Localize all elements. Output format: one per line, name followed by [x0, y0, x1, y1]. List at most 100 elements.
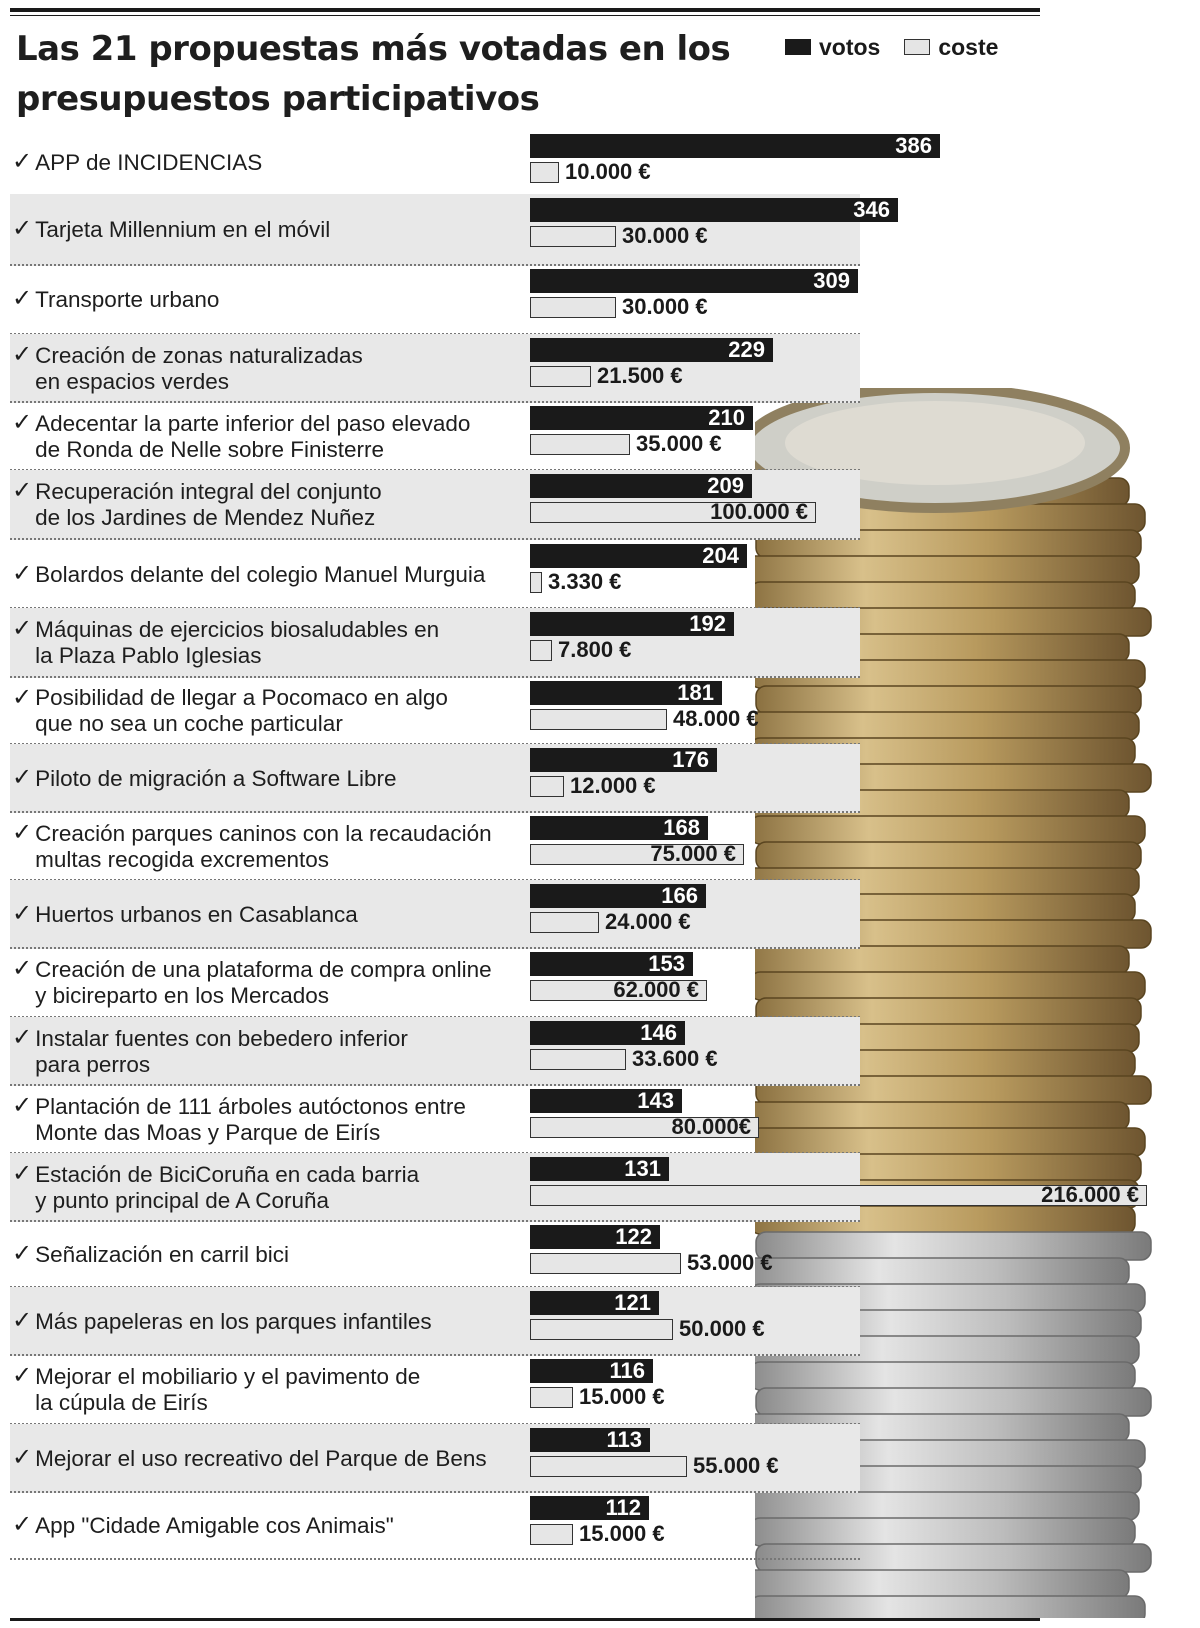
row-label: ✓ Mejorar el uso recreativo del Parque de… [12, 1424, 522, 1493]
votos-value-label: 153 [648, 951, 685, 976]
row-separator [10, 947, 860, 949]
checkmark-icon: ✓ [12, 763, 33, 791]
votos-value-label: 204 [702, 543, 739, 568]
votos-bar: 113 [530, 1428, 650, 1452]
row-label: ✓ Tarjeta Millennium en el móvil [12, 194, 522, 266]
coste-bar [530, 162, 559, 183]
row-label: ✓ Posibilidad de llegar a Pocomaco en alg… [12, 677, 522, 745]
coste-bar [530, 640, 552, 661]
chart-row: ✓ App "Cidade Amigable cos Animais" 112 15.… [10, 1492, 860, 1560]
row-label: ✓ App "Cidade Amigable cos Animais" [12, 1492, 522, 1560]
chart-row: ✓ Piloto de migración a Software Libre 176… [10, 744, 860, 813]
row-label: ✓ Mejorar el mobiliario y el pavimento de… [12, 1355, 522, 1425]
chart-row: ✓ Recuperación integral del conjunto de l… [10, 470, 860, 540]
row-label-text: App "Cidade Amigable cos Animais" [35, 1513, 394, 1538]
coste-value-label: 100.000 € [710, 499, 808, 524]
row-label-text: Recuperación integral del conjunto de lo… [35, 479, 382, 530]
coste-value-label: 15.000 € [579, 1384, 665, 1409]
chart-row: ✓ Señalización en carril bici 122 53.000 € [10, 1221, 860, 1288]
chart-row: ✓ Creación de zonas naturalizadas en espa… [10, 334, 860, 403]
votos-bar: 210 [530, 406, 753, 430]
bottom-rule [10, 1618, 1040, 1621]
coste-bar [530, 1387, 573, 1408]
votos-value-label: 116 [609, 1358, 646, 1383]
row-separator [10, 1558, 860, 1560]
checkmark-icon: ✓ [12, 559, 33, 587]
chart-row: ✓ Tarjeta Millennium en el móvil 346 30.000… [10, 194, 898, 266]
row-label-text: Creación parques caninos con la recaudac… [35, 820, 492, 872]
coste-bar [530, 1456, 687, 1477]
votos-bar: 166 [530, 884, 706, 908]
row-label-text: Creación de una plataforma de compra onl… [35, 957, 492, 1008]
votos-bar: 121 [530, 1291, 659, 1315]
chart-row: ✓ Transporte urbano 309 30.000 € [10, 265, 860, 335]
checkmark-icon: ✓ [12, 819, 33, 846]
checkmark-icon: ✓ [12, 1024, 33, 1051]
coste-value-label: 30.000 € [622, 294, 708, 319]
votos-value-label: 181 [677, 680, 714, 705]
votos-bar: 181 [530, 681, 722, 705]
checkmark-icon: ✓ [12, 285, 33, 312]
coste-value-label: 33.600 € [632, 1046, 718, 1071]
votos-value-label: 229 [728, 337, 765, 362]
coste-value-label: 80.000€ [671, 1114, 751, 1139]
votos-value-label: 112 [605, 1495, 642, 1520]
checkmark-icon: ✓ [12, 1362, 33, 1389]
votos-value-label: 210 [708, 405, 745, 430]
row-label-text: Mejorar el mobiliario y el pavimento de … [35, 1364, 421, 1415]
votos-value-label: 176 [672, 747, 709, 772]
coste-value-label: 30.000 € [622, 223, 708, 248]
row-label-text: Plantación de 111 árboles autóctonos ent… [35, 1093, 466, 1145]
row-separator [10, 538, 860, 540]
row-label-text: Más papeleras en los parques infantiles [35, 1308, 432, 1334]
votos-bar: 146 [530, 1021, 685, 1045]
chart-row: ✓ Creación de una plataforma de compra on… [10, 948, 860, 1018]
checkmark-icon: ✓ [12, 615, 33, 642]
coste-value-label: 7.800 € [558, 637, 632, 662]
row-label-text: Tarjeta Millennium en el móvil [35, 217, 331, 242]
votos-value-label: 146 [640, 1020, 677, 1045]
chart-row: ✓ Máquinas de ejercicios biosaludables en… [10, 608, 860, 678]
votos-bar: 204 [530, 544, 747, 568]
coste-bar [530, 1319, 673, 1340]
coste-bar [530, 776, 564, 797]
checkmark-icon: ✓ [12, 899, 33, 927]
row-label-text: Posibilidad de llegar a Pocomaco en algo… [35, 685, 448, 736]
votos-bar: 209 [530, 474, 752, 498]
chart-row: ✓ Adecentar la parte inferior del paso el… [10, 402, 860, 471]
votos-value-label: 346 [853, 197, 890, 222]
legend-swatch-votos [785, 39, 811, 55]
row-label: ✓ Transporte urbano [12, 265, 522, 335]
row-label: ✓ Creación de una plataforma de compra on… [12, 948, 522, 1018]
coste-bar [530, 1253, 681, 1274]
row-label-text: Mejorar el uso recreativo del Parque de … [35, 1445, 487, 1471]
row-label-text: Instalar fuentes con bebedero inferior p… [35, 1025, 408, 1077]
votos-bar: 122 [530, 1225, 660, 1249]
row-label: ✓ Huertos urbanos en Casablanca [12, 880, 522, 949]
votos-bar: 192 [530, 612, 734, 636]
legend-label-coste: coste [938, 33, 999, 60]
votos-value-label: 309 [813, 268, 850, 293]
row-separator [10, 1354, 860, 1356]
top-rule-thin [10, 15, 1040, 16]
row-label: ✓ Recuperación integral del conjunto de l… [12, 470, 522, 540]
coste-value-label: 15.000 € [579, 1521, 665, 1546]
row-label-text: Adecentar la parte inferior del paso ele… [35, 410, 471, 462]
row-label: ✓ Más papeleras en los parques infantiles [12, 1287, 522, 1356]
coste-value-label: 75.000 € [650, 841, 736, 866]
coste-bar [530, 297, 616, 318]
checkmark-icon: ✓ [12, 684, 33, 711]
coste-value-label: 53.000 € [687, 1250, 773, 1275]
coste-value-label: 62.000 € [613, 977, 699, 1002]
coste-value-label: 48.000 € [673, 706, 759, 731]
votos-value-label: 121 [614, 1290, 651, 1315]
chart-row: ✓ Creación parques caninos con la recauda… [10, 812, 860, 881]
coste-bar [530, 1185, 1147, 1206]
row-label: ✓ Adecentar la parte inferior del paso el… [12, 402, 522, 471]
votos-value-label: 143 [637, 1088, 674, 1113]
row-label-text: Bolardos delante del colegio Manuel Murg… [35, 561, 486, 587]
row-label-text: Señalización en carril bici [35, 1241, 289, 1267]
votos-bar: 143 [530, 1089, 682, 1113]
row-label-text: Creación de zonas naturalizadas en espac… [35, 342, 363, 394]
votos-value-label: 166 [661, 883, 698, 908]
